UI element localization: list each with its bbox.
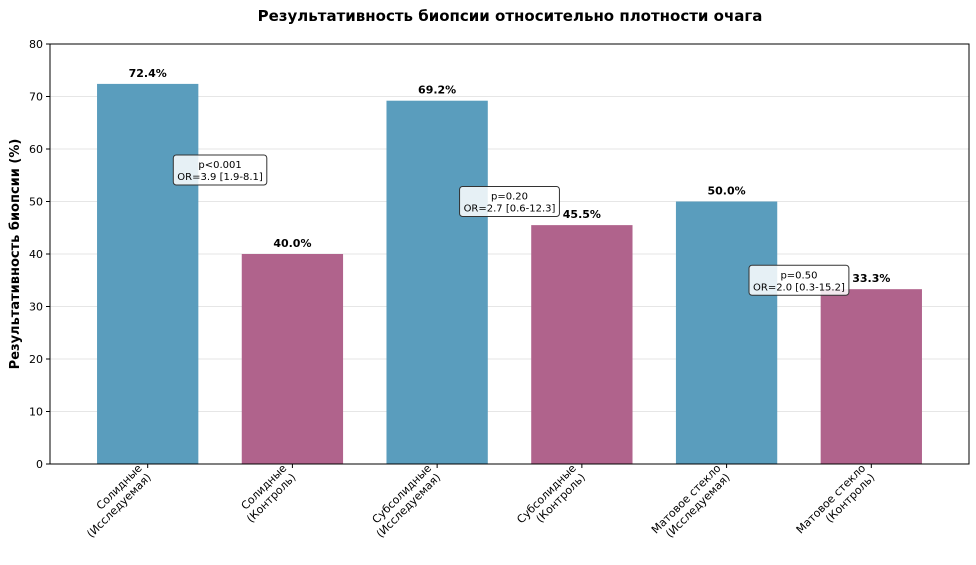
value-label: 69.2% [418,84,456,97]
value-label: 33.3% [852,272,890,285]
x-tick-label: Солидные(Исследуемая) [84,462,153,541]
y-tick-label: 80 [29,38,43,51]
x-tick-label: Субсолидные(Исследуемая) [370,462,444,541]
stat-annotation-text: p=0.50 [780,270,817,281]
y-tick-label: 60 [29,143,43,156]
stat-annotation-text: p=0.20 [491,192,528,203]
value-label: 40.0% [273,237,311,250]
bar-control [241,254,344,464]
y-tick-label: 40 [29,248,43,261]
stat-annotation-text: p<0.001 [198,160,241,171]
y-tick-label: 70 [29,91,43,104]
value-label: 50.0% [708,185,746,198]
bar-control [820,289,922,464]
stat-annotation-text: OR=3.9 [1.9-8.1] [177,172,263,183]
x-tick-label: Матовое стекло(Контроль) [794,462,878,537]
value-label: 72.4% [129,67,167,80]
bar-study [675,201,778,464]
value-labels: 72.4% 40.0% 69.2% 45.5% 50.0% 33.3% [129,67,891,285]
y-tick-label: 20 [29,353,43,366]
stat-annotation-box [748,264,850,296]
x-tick-label: Субсолидные(Контроль) [514,462,588,527]
x-axis-ticks: Солидные(Исследуемая) Солидные(Контроль) С… [84,462,878,541]
x-tick-label: Матовое стекло(Исследуемая) [649,462,733,541]
y-tick-label: 0 [36,458,43,471]
value-label: 45.5% [563,208,601,221]
y-tick-label: 30 [29,301,43,314]
stat-annotation-text: OR=2.7 [0.6-12.3] [464,204,556,215]
bar-study [97,83,199,465]
plot-area-frame [49,43,970,465]
y-axis-label: Результативность биопсии (%) [8,139,23,370]
stat-annotation-box [459,186,560,217]
bars [97,83,922,465]
chart-title: Результативность биопсии относительно пл… [258,7,763,25]
stat-annotation-box [172,154,268,186]
bar-control [531,225,633,464]
y-tick-label: 50 [29,196,43,209]
y-axis-ticks: 0 10 20 30 40 50 60 70 80 [29,38,50,471]
x-tick-label: Солидные(Контроль) [239,462,299,526]
bar-study [386,100,488,464]
y-tick-label: 10 [29,406,43,419]
stat-annotation-text: OR=2.0 [0.3-15.2] [753,282,845,293]
